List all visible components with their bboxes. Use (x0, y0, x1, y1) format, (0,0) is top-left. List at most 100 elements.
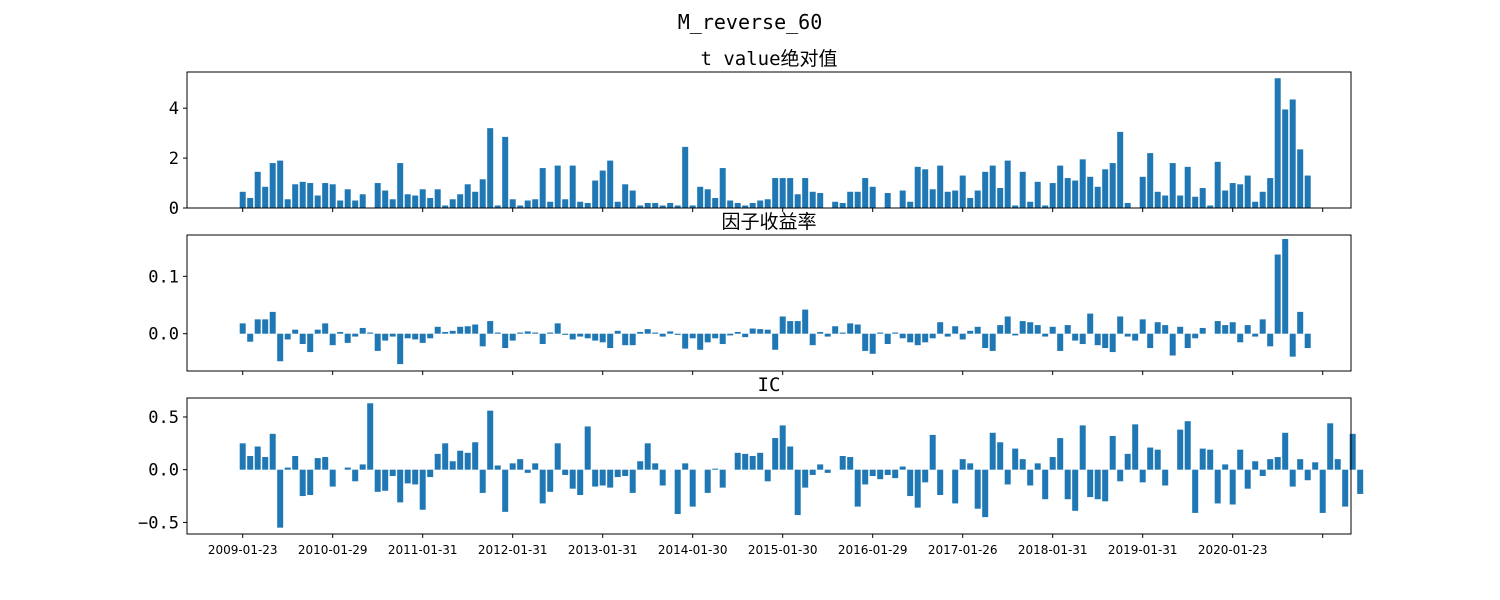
bar (487, 321, 494, 334)
bar (1304, 175, 1311, 208)
bar (509, 333, 516, 341)
bar (929, 434, 936, 470)
bar (254, 319, 261, 334)
bar (1222, 190, 1229, 208)
bar (1244, 175, 1251, 208)
bar (554, 443, 561, 470)
axes-frame (186, 397, 1352, 535)
bar (412, 195, 419, 208)
bar (652, 332, 659, 334)
bar (1229, 183, 1236, 208)
bar (344, 467, 351, 470)
bar (1334, 459, 1341, 470)
bar (944, 333, 951, 337)
bar (1229, 469, 1236, 505)
bar (1102, 469, 1109, 502)
bar (982, 333, 989, 349)
axes-frame (186, 234, 1352, 372)
bar (622, 469, 629, 477)
y-tick-label: 2 (169, 149, 179, 169)
bar (1064, 469, 1071, 500)
bar (1184, 333, 1191, 349)
bar (847, 323, 854, 334)
bar (1027, 201, 1034, 208)
bar (1057, 165, 1064, 208)
bar (967, 198, 974, 208)
bar (554, 165, 561, 208)
bar (427, 333, 434, 339)
bar (494, 205, 501, 208)
bar (1154, 322, 1161, 334)
bar (292, 184, 299, 208)
bar (434, 453, 441, 470)
bar (577, 333, 584, 337)
bar (1087, 469, 1094, 498)
bar (247, 333, 254, 342)
bar (1297, 311, 1304, 334)
axes-frame (186, 71, 1352, 209)
bar (952, 326, 959, 334)
bar (599, 170, 606, 208)
bar (352, 469, 359, 482)
bar (802, 469, 809, 488)
bar (1049, 457, 1056, 470)
bar (359, 194, 366, 208)
bar (239, 191, 246, 208)
bar (1049, 326, 1056, 334)
bar (1207, 205, 1214, 208)
bar (532, 332, 539, 334)
bar (374, 183, 381, 208)
panel-3: IC −0.5 0.0 0.5 2009-01-23 2010-01-29 2011-01-… (138, 374, 1364, 557)
bar (877, 332, 884, 334)
bar (547, 469, 554, 492)
bar (1079, 159, 1086, 208)
panel-title: IC (758, 374, 781, 396)
bar (689, 205, 696, 208)
bar (854, 191, 861, 208)
bar (1357, 469, 1364, 494)
bar (1267, 333, 1274, 347)
bar (742, 205, 749, 208)
bar (959, 459, 966, 470)
bar (269, 433, 276, 470)
bar (727, 333, 734, 336)
bar (547, 332, 554, 334)
bar (1124, 453, 1131, 470)
bar (644, 443, 651, 470)
bar (1162, 195, 1169, 208)
x-tick-label: 2020-01-23 (1198, 543, 1268, 557)
bar (952, 469, 959, 504)
bar (277, 333, 284, 362)
bar (914, 469, 921, 508)
bar (824, 333, 831, 337)
bar (914, 333, 921, 346)
bar (1199, 327, 1206, 334)
bar (614, 201, 621, 208)
bar (442, 205, 449, 208)
bar (329, 184, 336, 208)
bar (494, 465, 501, 470)
bar (1222, 464, 1229, 470)
bar (847, 457, 854, 470)
bar (532, 199, 539, 208)
bar (1042, 333, 1049, 337)
bar (1064, 325, 1071, 334)
bar (427, 198, 434, 208)
bar (502, 136, 509, 208)
bar (1267, 459, 1274, 470)
x-tick-label: 2014-01-30 (658, 543, 728, 557)
bar (689, 333, 696, 339)
x-tick-label: 2011-01-31 (388, 543, 458, 557)
bar (1162, 469, 1169, 486)
bar (532, 463, 539, 470)
bar (697, 186, 704, 208)
y-tick-label: 4 (169, 99, 179, 119)
bar (269, 311, 276, 334)
bar (292, 455, 299, 470)
bar (682, 146, 689, 208)
bar (1252, 461, 1259, 470)
bar (652, 203, 659, 208)
bar (704, 469, 711, 493)
bar (314, 329, 321, 334)
bar (997, 325, 1004, 334)
